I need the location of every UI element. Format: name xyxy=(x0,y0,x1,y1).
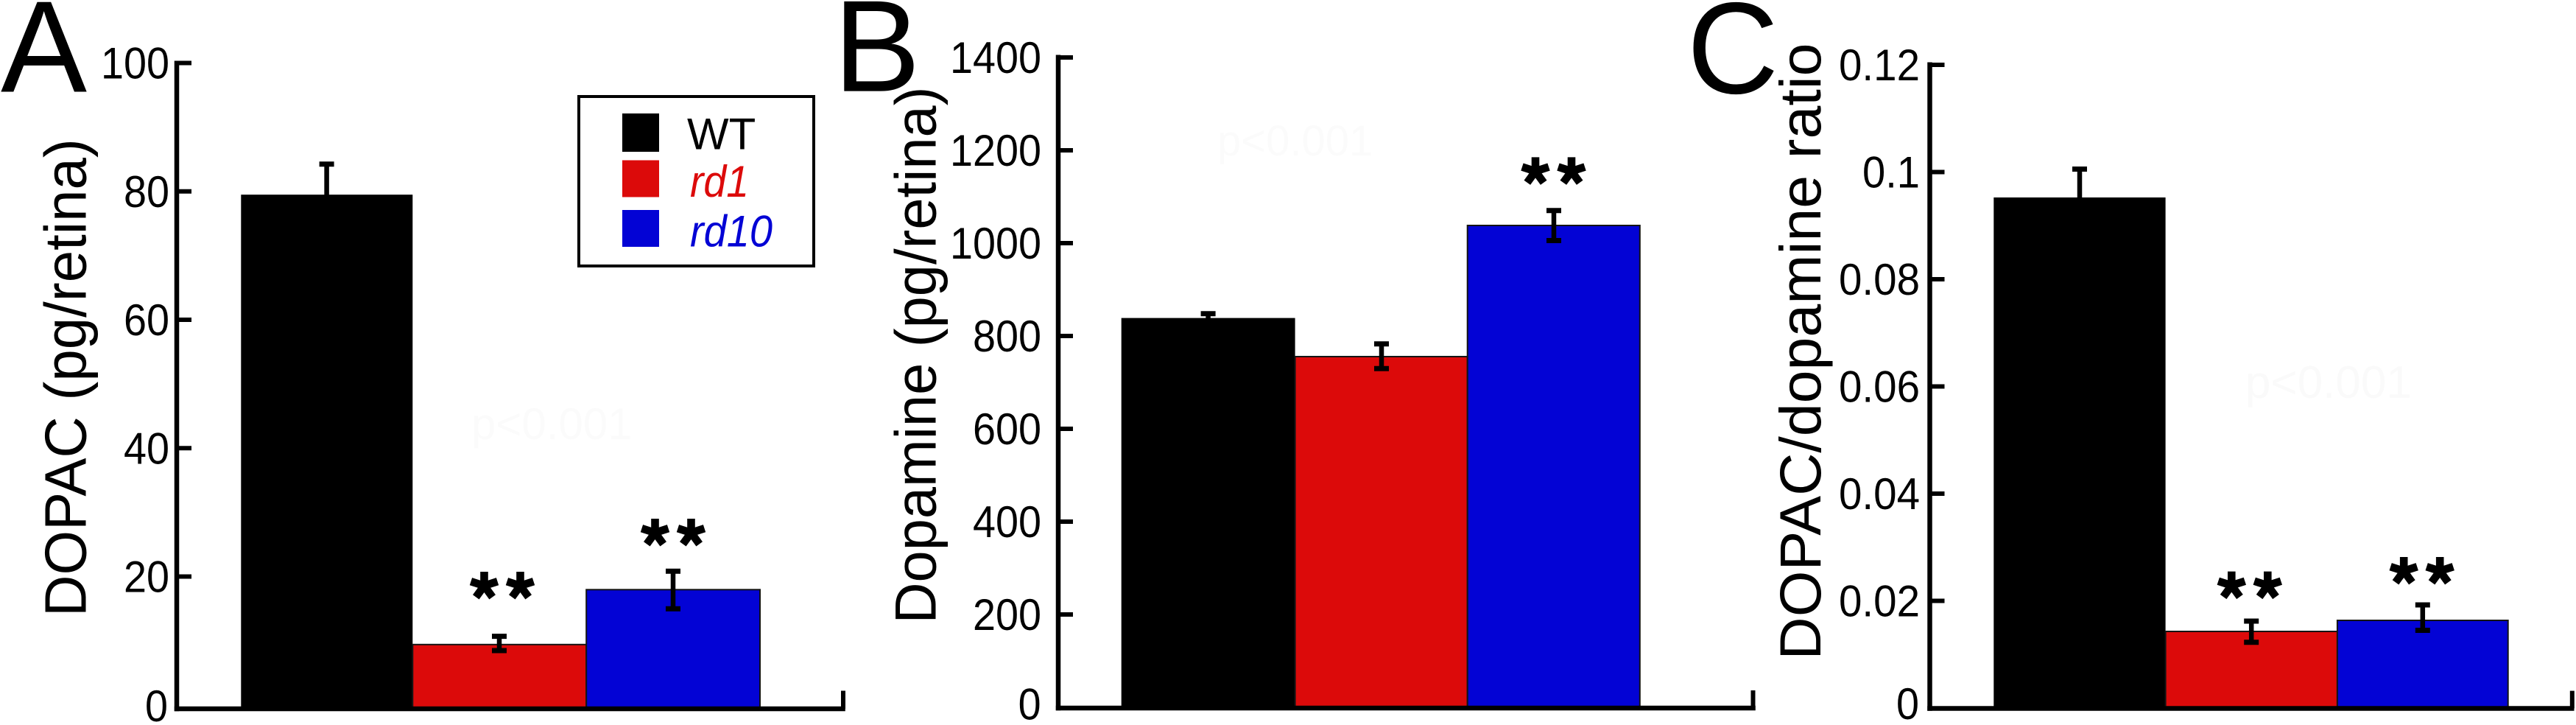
svg-text:200: 200 xyxy=(973,590,1041,640)
svg-text:0.02: 0.02 xyxy=(1839,577,1920,626)
svg-text:0.1: 0.1 xyxy=(1862,148,1920,197)
svg-text:B: B xyxy=(834,0,921,119)
svg-text:rd10: rd10 xyxy=(690,207,773,256)
svg-text:100: 100 xyxy=(101,39,169,88)
svg-text:WT: WT xyxy=(687,110,756,159)
svg-text:80: 80 xyxy=(124,167,169,217)
svg-text:0: 0 xyxy=(1018,680,1041,725)
svg-text:DOPAC (pg/retina): DOPAC (pg/retina) xyxy=(33,139,99,617)
svg-text:1000: 1000 xyxy=(950,219,1041,268)
svg-text:600: 600 xyxy=(973,404,1041,454)
svg-text:20: 20 xyxy=(124,553,169,602)
svg-text:60: 60 xyxy=(124,295,169,345)
svg-text:0.04: 0.04 xyxy=(1839,469,1920,519)
svg-text:0.12: 0.12 xyxy=(1839,41,1920,90)
svg-text:0: 0 xyxy=(1896,679,1919,725)
svg-text:1200: 1200 xyxy=(950,126,1041,175)
svg-text:800: 800 xyxy=(973,312,1041,361)
svg-text:40: 40 xyxy=(124,424,169,473)
svg-text:C: C xyxy=(1687,0,1778,122)
svg-text:0: 0 xyxy=(145,682,168,725)
svg-text:p<0.001: p<0.001 xyxy=(471,399,633,449)
svg-text:0.06: 0.06 xyxy=(1839,362,1920,412)
svg-text:0.08: 0.08 xyxy=(1839,255,1920,304)
svg-text:A: A xyxy=(1,0,87,120)
svg-text:Dopamine (pg/retina): Dopamine (pg/retina) xyxy=(883,86,949,623)
svg-text:p<0.001: p<0.001 xyxy=(2245,357,2412,408)
svg-text:p<0.001: p<0.001 xyxy=(1217,117,1373,165)
svg-text:rd1: rd1 xyxy=(690,157,749,206)
svg-text:DOPAC/dopamine ratio: DOPAC/dopamine ratio xyxy=(1768,43,1833,659)
svg-text:1400: 1400 xyxy=(950,33,1041,83)
svg-text:400: 400 xyxy=(973,497,1041,547)
